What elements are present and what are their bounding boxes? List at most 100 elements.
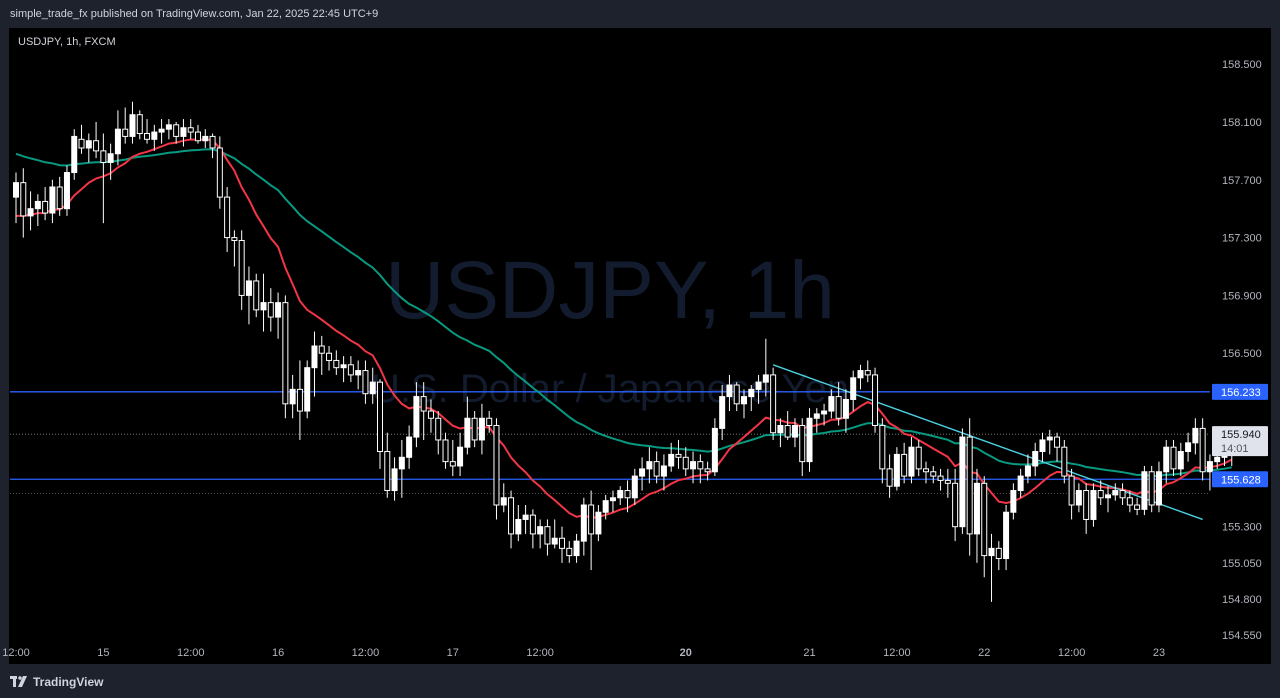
y-tick-label: 156.500 xyxy=(1222,348,1262,360)
candle-body xyxy=(1192,427,1199,444)
y-tick-label: 158.500 xyxy=(1222,59,1262,71)
candle-body xyxy=(711,427,718,473)
candle-body xyxy=(165,124,172,130)
y-tick-label: 156.900 xyxy=(1222,290,1262,302)
candle-body xyxy=(151,131,158,140)
x-tick-label: 22 xyxy=(978,647,990,659)
fast-moving-average xyxy=(16,138,1233,519)
candle-body xyxy=(748,388,755,398)
candle-body xyxy=(63,172,70,210)
candle-body xyxy=(937,475,944,481)
candle-body xyxy=(224,196,231,239)
candle-body xyxy=(1105,494,1111,499)
x-tick-label: 21 xyxy=(803,647,815,659)
candle-body xyxy=(770,374,777,434)
candle-body xyxy=(544,526,551,545)
candle-body xyxy=(944,479,951,484)
candle-body xyxy=(122,128,129,137)
candle-body xyxy=(1068,475,1075,506)
candle-body xyxy=(398,456,405,470)
publish-info: simple_trade_fx published on TradingView… xyxy=(10,8,379,20)
candle-body xyxy=(791,425,798,438)
candle-body xyxy=(13,182,19,198)
level-price-label: 156.233 xyxy=(1221,387,1261,399)
candle-body xyxy=(1097,490,1104,499)
candle-body xyxy=(413,396,420,438)
candle-body xyxy=(551,537,558,545)
candle-body xyxy=(289,388,296,405)
candle-body xyxy=(726,384,733,398)
trendline xyxy=(772,364,1203,521)
tradingview-logo[interactable]: TradingView xyxy=(10,675,103,689)
chart-area[interactable] xyxy=(9,28,1271,664)
candle-body xyxy=(529,514,536,535)
candle-body xyxy=(588,504,595,535)
last-price-tag xyxy=(1212,426,1268,457)
candle-body xyxy=(777,425,784,434)
candle-body xyxy=(988,547,995,557)
candle-body xyxy=(966,436,973,535)
x-tick-label: 20 xyxy=(680,647,692,659)
candle-body xyxy=(340,364,347,369)
candle-body xyxy=(901,453,908,477)
candle-body xyxy=(1177,451,1184,470)
candle-body xyxy=(1119,490,1126,499)
candle-body xyxy=(260,302,267,311)
candle-body xyxy=(915,446,922,470)
y-tick-label: 155.300 xyxy=(1222,522,1262,534)
candle-body xyxy=(595,511,602,535)
candle-body xyxy=(78,138,85,149)
publish-header: simple_trade_fx published on TradingView… xyxy=(0,0,1280,28)
x-tick-label: 23 xyxy=(1153,647,1165,659)
candle-body xyxy=(100,150,107,163)
candle-body xyxy=(639,468,646,477)
candle-body xyxy=(1126,497,1133,506)
candle-body xyxy=(675,453,682,458)
candle-body xyxy=(136,114,143,135)
candle-body xyxy=(872,374,879,426)
candle-body xyxy=(347,364,354,376)
candle-body xyxy=(704,468,711,473)
candle-body xyxy=(515,518,522,535)
tradingview-logo-icon xyxy=(10,676,27,687)
candle-body xyxy=(850,377,857,400)
candle-body xyxy=(799,425,806,463)
candle-body xyxy=(1075,490,1082,506)
x-tick-label: 16 xyxy=(272,647,284,659)
candle-body xyxy=(1163,446,1170,473)
x-tick-label: 17 xyxy=(447,647,459,659)
candle-body xyxy=(427,410,434,419)
candle-body xyxy=(660,465,667,477)
watermark-subtitle: U.S. Dollar / Japanese Yen xyxy=(371,367,849,411)
y-tick-label: 154.550 xyxy=(1222,630,1262,642)
candle-body xyxy=(355,370,362,376)
candle-body xyxy=(973,482,980,535)
candle-body xyxy=(1039,439,1046,453)
candle-body xyxy=(682,456,689,470)
last-price-label: 155.940 xyxy=(1221,429,1261,441)
candle-body xyxy=(879,425,886,470)
candle-body xyxy=(959,436,966,528)
candle-body xyxy=(762,374,769,383)
candle-body xyxy=(1112,490,1119,496)
candle-body xyxy=(486,417,493,427)
watermark-title: USDJPY, 1h xyxy=(385,245,835,336)
candle-body xyxy=(1214,456,1221,463)
candle-body xyxy=(406,436,413,458)
candle-body xyxy=(733,384,740,405)
candle-body xyxy=(522,514,529,520)
candle-body xyxy=(195,131,201,142)
level-price-tag xyxy=(1212,471,1268,488)
candle-body xyxy=(275,302,282,318)
candle-body xyxy=(1083,490,1090,520)
candle-body xyxy=(311,345,318,369)
level-price-tag xyxy=(1212,383,1268,400)
candle-body xyxy=(813,413,820,419)
candle-body xyxy=(631,475,638,499)
candle-body xyxy=(56,186,63,210)
y-tick-label: 155.050 xyxy=(1222,558,1262,570)
candle-body xyxy=(1061,446,1068,477)
candle-body xyxy=(1046,436,1053,441)
candle-body xyxy=(559,537,565,549)
